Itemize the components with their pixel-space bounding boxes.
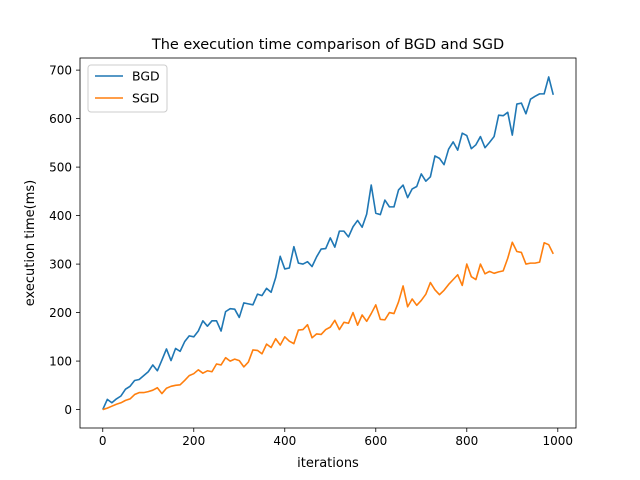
series-line-sgd xyxy=(102,241,554,411)
y-tick-label: 500 xyxy=(49,160,72,174)
y-tick-label: 200 xyxy=(49,306,72,320)
y-tick-label: 0 xyxy=(64,403,72,417)
legend: BGD SGD xyxy=(87,64,168,113)
y-tick-label: 400 xyxy=(49,209,72,223)
y-tick-label: 100 xyxy=(49,354,72,368)
x-tick-label: 200 xyxy=(182,434,205,448)
legend-label-bgd: BGD xyxy=(132,69,160,84)
legend-label-sgd: SGD xyxy=(132,91,159,106)
x-tick-label: 400 xyxy=(273,434,296,448)
chart-title: The execution time comparison of BGD and… xyxy=(151,37,504,53)
x-axis-ticks: 0 200 400 600 800 1000 xyxy=(99,428,573,448)
y-tick-label: 600 xyxy=(49,112,72,126)
x-axis-label: iterations xyxy=(297,456,359,471)
x-tick-label: 1000 xyxy=(543,434,574,448)
y-axis-ticks: 0 100 200 300 400 500 600 700 xyxy=(49,63,80,417)
axes-frame xyxy=(79,57,577,429)
y-tick-label: 700 xyxy=(49,63,72,77)
y-axis-label: execution time(ms) xyxy=(23,180,38,306)
y-tick-label: 300 xyxy=(49,257,72,271)
x-tick-label: 600 xyxy=(364,434,387,448)
x-tick-label: 800 xyxy=(455,434,478,448)
x-tick-label: 0 xyxy=(99,434,107,448)
series-line-bgd xyxy=(102,76,555,410)
plot-series xyxy=(102,76,555,411)
